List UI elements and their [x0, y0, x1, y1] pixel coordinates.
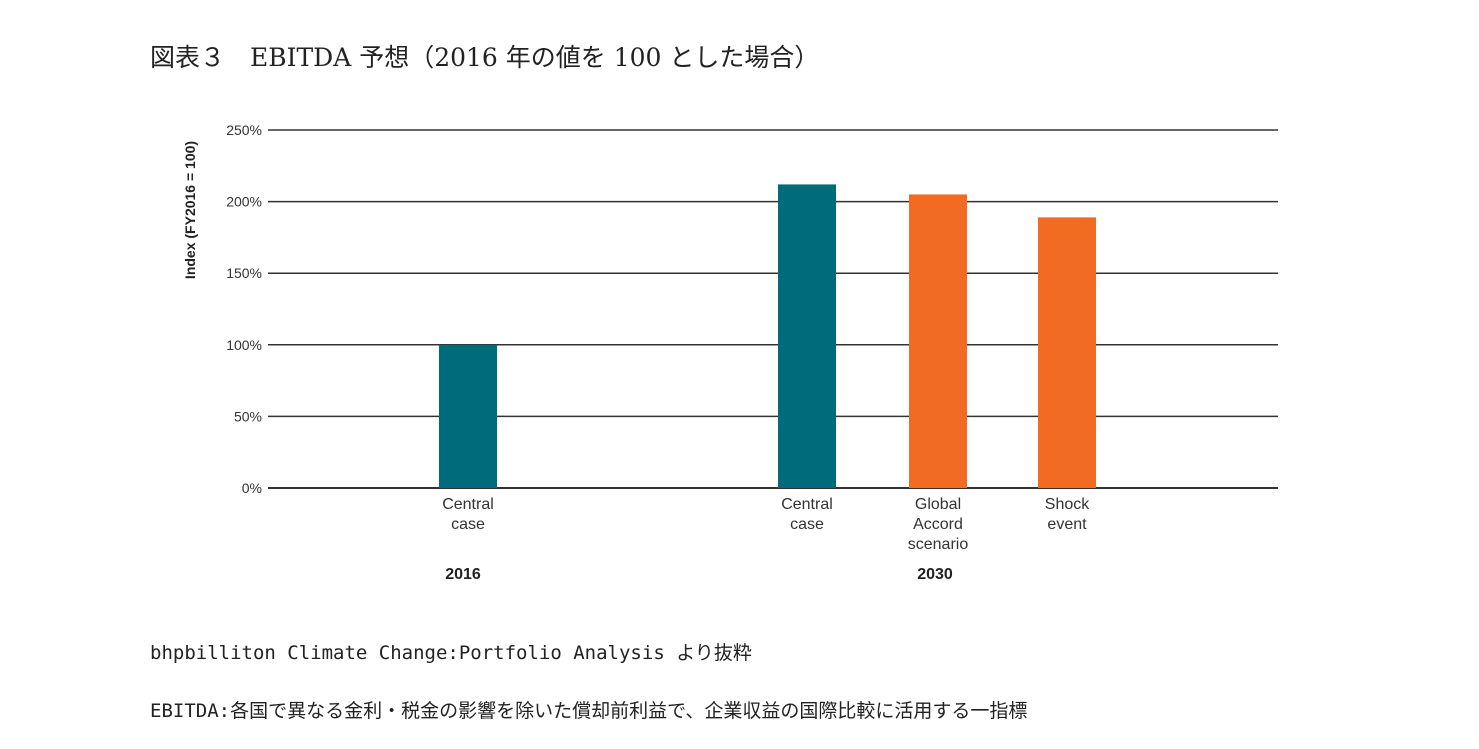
figure-title: 図表３ EBITDA 予想（2016 年の値を 100 とした場合）	[150, 43, 820, 72]
bar-chart: 0% 50% 100% 150% 200% 250% Index (FY2016 = 100…	[182, 122, 1278, 583]
bar	[1038, 217, 1096, 489]
category-label: Global Accord scenario	[908, 496, 969, 553]
y-tick-label: 200%	[226, 194, 262, 210]
bar	[778, 184, 836, 488]
y-tick-label: 150%	[226, 265, 262, 281]
source-note: bhpbilliton Climate Change:Portfolio Ana…	[150, 642, 752, 664]
group-label: 2016	[445, 566, 481, 583]
y-tick-label: 0%	[242, 480, 262, 496]
bar	[909, 194, 967, 488]
category-label: Central case	[781, 496, 833, 533]
y-tick-label: 50%	[234, 408, 262, 424]
category-label: Central case	[442, 496, 494, 533]
y-axis-label: Index (FY2016 = 100)	[182, 141, 198, 279]
group-label: 2030	[917, 566, 953, 583]
definition-note: EBITDA:各国で異なる金利・税金の影響を除いた償却前利益で、企業収益の国際比…	[150, 700, 1028, 722]
y-tick-label: 250%	[226, 122, 262, 138]
bar	[439, 344, 497, 488]
y-tick-label: 100%	[226, 337, 262, 353]
category-label: Shock event	[1045, 496, 1090, 533]
